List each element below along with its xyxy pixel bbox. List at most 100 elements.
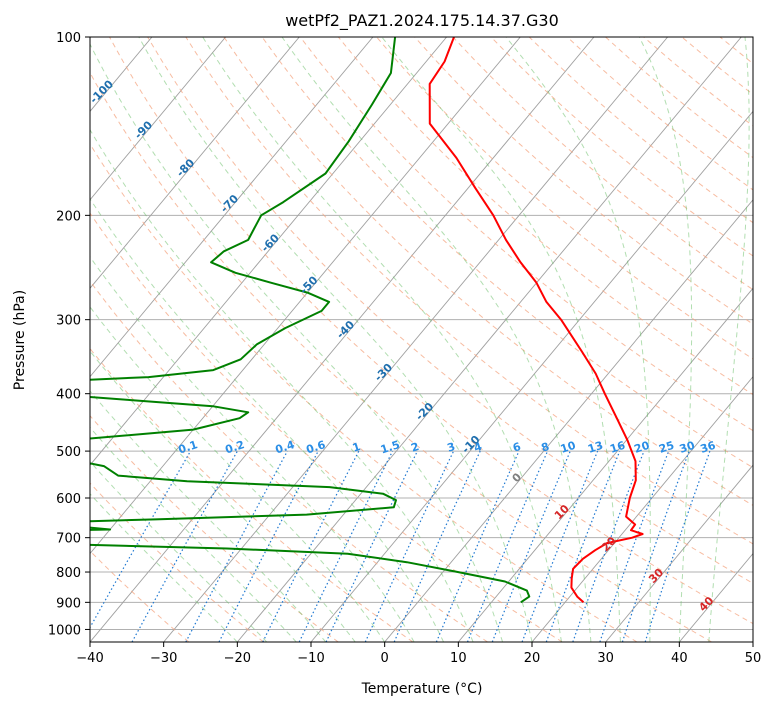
mixing-ratio-label: 4 — [472, 440, 484, 455]
mixing-ratio-label: 0.1 — [177, 438, 200, 456]
mixing-ratio-line — [131, 450, 238, 642]
mixing-ratio-line — [545, 450, 621, 642]
mixing-ratio-line — [521, 450, 599, 642]
isotherm-line — [90, 37, 521, 555]
isotherm-line — [90, 37, 300, 289]
mixing-ratio-label: 8 — [540, 440, 551, 455]
moist-adiabat-line — [281, 37, 592, 642]
isotherm-line — [90, 37, 374, 378]
x-tick-label: 10 — [450, 651, 467, 666]
dry-adiabat-line — [90, 415, 339, 642]
mixing-ratio-line — [435, 450, 520, 642]
moist-adiabat-line — [381, 37, 621, 642]
x-tick-label: 30 — [597, 651, 614, 666]
isotherm-line — [90, 37, 595, 642]
dry-adiabat-line — [338, 37, 753, 396]
dry-adiabat-line — [90, 212, 563, 642]
x-tick-label: 20 — [524, 651, 541, 666]
temperature-profile-line — [428, 37, 644, 604]
dry-adiabat-line — [261, 37, 753, 469]
y-tick-label: 100 — [56, 31, 81, 46]
y-tick-label: 300 — [56, 314, 81, 329]
x-tick-label: −20 — [224, 651, 251, 666]
y-tick-label: 800 — [56, 566, 81, 581]
mixing-ratio-label: 1.5 — [379, 438, 402, 456]
mixing-ratio-line — [621, 450, 690, 642]
dry-adiabat-line — [90, 482, 264, 642]
mixing-ratio-line — [572, 450, 645, 642]
x-axis-label: Temperature (°C) — [361, 681, 483, 697]
mixing-ratio-label: 25 — [657, 439, 676, 456]
moist-adiabat-line — [90, 350, 356, 642]
isotherm-line — [90, 37, 226, 201]
moist-adiabat-line — [638, 37, 693, 642]
x-tick-label: 50 — [745, 651, 762, 666]
dry-adiabat-line — [90, 71, 712, 642]
isotherm-line — [90, 37, 447, 466]
mixing-ratio-label: 1 — [351, 440, 362, 455]
dry-adiabat-line — [223, 37, 753, 506]
mixing-ratio-label: 16 — [608, 439, 627, 456]
y-tick-label: 700 — [56, 532, 81, 547]
mixing-ratio-label: 0.4 — [274, 438, 297, 456]
mixing-ratio-label: 13 — [586, 439, 605, 456]
dewpoint-profile-line — [90, 37, 531, 604]
y-tick-label: 600 — [56, 492, 81, 507]
moist-adiabat-line — [90, 255, 415, 642]
dry-adiabat-line — [90, 280, 488, 642]
mixing-ratio-line — [262, 450, 360, 642]
mixing-ratio-line — [393, 450, 481, 642]
y-tick-label: 400 — [56, 388, 81, 403]
mixing-ratio-label: 6 — [511, 440, 523, 455]
mixing-ratio-label: 0.2 — [224, 438, 247, 456]
mixing-ratio-label: 10 — [559, 439, 578, 456]
plot-annotations: 0.1 0.2 0.4 0.6 1 1.5 2 3 4 6 8 10 13 16 20 25 30 36-100-… — [87, 77, 717, 614]
isotherm-line — [236, 37, 742, 642]
dry-adiabat-line — [452, 37, 753, 291]
moist-adiabat-line — [138, 37, 533, 642]
isotherm-line — [163, 37, 668, 642]
dry-adiabat-line — [147, 37, 753, 584]
mixing-ratio-label: 3 — [446, 440, 457, 455]
plot-frame — [89, 36, 754, 643]
dry-adiabat-line — [414, 37, 753, 325]
mixing-ratio-line — [466, 450, 549, 642]
moist-adiabat-line — [505, 37, 651, 642]
moist-adiabat-line — [90, 460, 268, 642]
isotherm-line — [457, 287, 753, 642]
plot-series — [90, 37, 644, 604]
x-tick-label: −30 — [150, 651, 177, 666]
mixing-ratio-line — [599, 450, 670, 642]
y-tick-label: 200 — [56, 209, 81, 224]
mixing-ratio-label: 0.6 — [304, 438, 327, 456]
y-axis-label: Pressure (hPa) — [12, 290, 28, 390]
axis-ticks: −40 −30 −20 −10 0 10 20 30 40 5010020030040050060… — [48, 31, 761, 666]
moist-adiabat-line — [90, 390, 327, 642]
y-tick-label: 900 — [56, 596, 81, 611]
x-tick-label: 40 — [671, 651, 688, 666]
mixing-ratio-line — [644, 450, 711, 642]
x-tick-label: −40 — [76, 651, 103, 666]
mixing-ratio-line — [298, 450, 394, 642]
moist-adiabat-line — [90, 128, 474, 642]
dry-adiabat-line — [90, 550, 190, 642]
dry-adiabat-line — [90, 143, 638, 642]
moist-adiabat-line — [708, 37, 750, 642]
mixing-ratio-line — [491, 450, 571, 642]
dry-adiabat-line — [109, 37, 753, 625]
moist-adiabat-line — [90, 42, 503, 642]
dry-adiabat-line — [185, 37, 753, 545]
mixing-ratio-label: 20 — [633, 439, 652, 456]
mixing-ratio-label: 36 — [699, 439, 718, 456]
chart-title: wetPf2_PAZ1.2024.175.14.37.G30 — [285, 11, 559, 31]
x-tick-label: −10 — [297, 651, 324, 666]
isotherm-line — [605, 464, 753, 642]
y-tick-label: 1000 — [48, 623, 81, 638]
mixing-ratio-label: 30 — [678, 439, 697, 456]
y-tick-label: 500 — [56, 445, 81, 460]
moist-adiabat-line — [90, 426, 297, 642]
x-tick-label: 0 — [381, 651, 389, 666]
isotherm-line — [384, 199, 753, 642]
